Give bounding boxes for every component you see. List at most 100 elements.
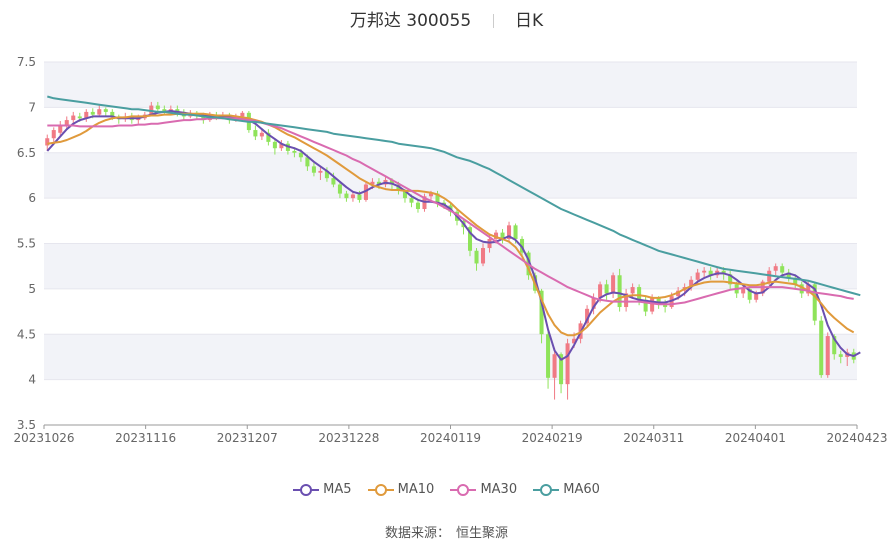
legend-item-ma10[interactable]: MA10 xyxy=(367,482,434,497)
candle-body xyxy=(546,334,551,378)
plot-band xyxy=(44,243,857,289)
candle-body xyxy=(162,109,167,112)
candle-body xyxy=(650,297,655,312)
x-tick-label: 20231228 xyxy=(318,431,379,445)
candle-body xyxy=(292,150,297,153)
candle-body xyxy=(51,130,56,139)
y-tick-label: 5 xyxy=(28,282,36,296)
y-tick-label: 6.5 xyxy=(17,146,36,160)
candle-body xyxy=(630,287,635,294)
candle-body xyxy=(318,170,323,173)
candle-body xyxy=(507,225,512,239)
period-label: 日K xyxy=(514,11,544,31)
candle-body xyxy=(428,193,434,197)
candle-body xyxy=(311,166,316,173)
legend-item-ma5[interactable]: MA5 xyxy=(293,482,352,497)
candle-body xyxy=(435,193,440,203)
candle-body xyxy=(539,290,544,335)
plot-band xyxy=(44,334,857,380)
candle-body xyxy=(402,190,407,199)
candle-body xyxy=(572,338,577,344)
candle-body xyxy=(409,198,414,203)
stock-name: 万邦达 xyxy=(349,11,401,31)
candle-body xyxy=(240,112,245,117)
candle-body xyxy=(331,178,336,185)
candle-body xyxy=(324,170,329,179)
chart-legend: MA5 MA10 MA30 MA60 xyxy=(0,482,893,501)
candle-body xyxy=(259,132,264,137)
candle-body xyxy=(773,266,778,271)
legend-label-ma30: MA30 xyxy=(480,482,518,497)
candle-body xyxy=(155,105,160,110)
candle-body xyxy=(481,248,486,264)
candle-body xyxy=(825,336,830,376)
candle-body xyxy=(389,179,394,185)
legend-item-ma60[interactable]: MA60 xyxy=(533,482,600,497)
source-name: 恒生聚源 xyxy=(456,526,509,541)
candle-body xyxy=(337,184,342,194)
ma10-line xyxy=(47,112,855,337)
candle-body xyxy=(175,109,180,112)
candle-body xyxy=(695,272,700,280)
candle-body xyxy=(617,275,622,308)
chart-title: 万邦达 300055 日K xyxy=(0,6,893,31)
title-separator xyxy=(492,14,494,28)
ma30-legend-icon xyxy=(450,483,477,496)
candle-body xyxy=(624,293,629,308)
ma5-line xyxy=(46,110,861,361)
candle-body xyxy=(272,141,277,149)
x-tick-label: 20240219 xyxy=(522,431,583,445)
candle-body xyxy=(253,130,258,137)
candle-body xyxy=(58,125,63,133)
candle-body xyxy=(363,184,368,200)
candle-body xyxy=(780,266,785,273)
candle-body xyxy=(552,354,557,378)
x-tick-label: 20240119 xyxy=(420,431,481,445)
candle-body xyxy=(513,225,518,239)
legend-item-ma30[interactable]: MA30 xyxy=(450,482,517,497)
y-tick-label: 7 xyxy=(28,100,36,114)
x-tick-label: 20231116 xyxy=(115,431,176,445)
candle-body xyxy=(357,194,362,200)
y-tick-label: 6 xyxy=(28,191,36,205)
legend-label-ma5: MA5 xyxy=(323,482,352,497)
y-tick-label: 4.5 xyxy=(17,327,36,341)
candle-body xyxy=(474,250,479,264)
candle-body xyxy=(786,272,791,278)
candle-body xyxy=(266,132,271,142)
ma5-legend-icon xyxy=(293,483,320,496)
plot-band xyxy=(44,152,857,199)
candle-body xyxy=(45,138,50,146)
candle-body xyxy=(754,293,759,300)
candle-body xyxy=(305,157,310,167)
candle-body xyxy=(559,354,564,385)
candle-body xyxy=(110,111,115,117)
candle-body xyxy=(604,284,609,294)
candle-body xyxy=(565,343,570,385)
candle-body xyxy=(689,279,694,288)
candle-body xyxy=(90,111,95,115)
candle-body xyxy=(741,288,746,294)
candle-body xyxy=(279,143,284,149)
candle-body xyxy=(71,115,76,121)
candle-body xyxy=(494,232,499,239)
candle-body xyxy=(298,152,303,158)
source-label: 数据来源： xyxy=(384,526,450,541)
x-tick-label: 20240311 xyxy=(623,431,684,445)
y-tick-label: 5.5 xyxy=(17,237,36,251)
candle-body xyxy=(467,227,473,251)
candle-body xyxy=(819,320,824,376)
candle-body xyxy=(350,194,355,199)
candle-body xyxy=(637,287,642,300)
y-tick-label: 3.5 xyxy=(17,418,36,432)
candle-body xyxy=(201,115,206,121)
candle-body xyxy=(415,202,420,210)
candle-body xyxy=(832,336,837,355)
candle-body xyxy=(344,193,349,199)
ma60-legend-icon xyxy=(533,483,560,496)
candle-body xyxy=(611,275,616,294)
candle-body xyxy=(702,270,707,273)
y-tick-label: 7.5 xyxy=(17,55,36,69)
x-tick-label: 20231026 xyxy=(13,431,74,445)
candle-body xyxy=(376,181,381,185)
